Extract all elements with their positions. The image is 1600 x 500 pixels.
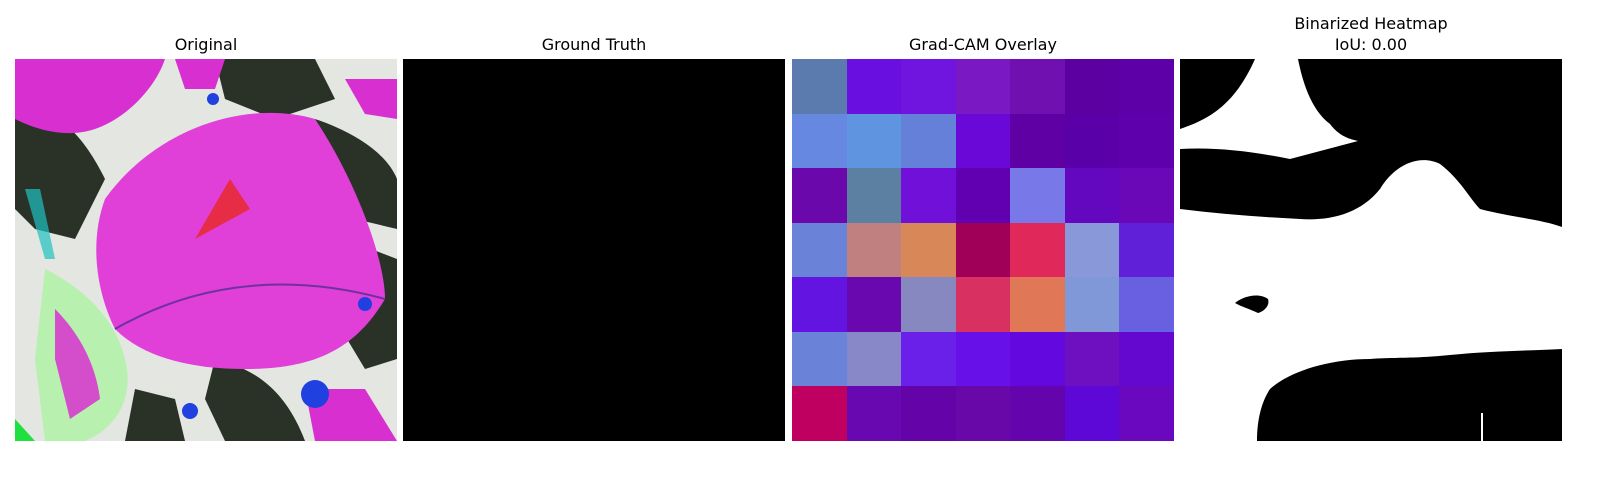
heatmap-cell (901, 168, 956, 223)
heatmap-cell (1010, 168, 1065, 223)
heatmap-cell (901, 386, 956, 441)
ground-truth-mask (403, 59, 785, 441)
heatmap-cell (1119, 114, 1174, 168)
panel-title: Grad-CAM Overlay (909, 35, 1057, 54)
heatmap-cell (956, 59, 1010, 114)
heatmap-cell (956, 168, 1010, 223)
heatmap-cell (901, 114, 956, 168)
heatmap-cell (1010, 223, 1065, 277)
panel-binarized-heatmap: Binarized Heatmap IoU: 0.00 (1180, 0, 1562, 500)
heatmap-cell (1010, 277, 1065, 332)
heatmap-cell (1010, 114, 1065, 168)
heatmap-cell (847, 332, 901, 386)
heatmap-cell (956, 386, 1010, 441)
heatmap-cell (956, 114, 1010, 168)
heatmap-cell (1065, 277, 1119, 332)
heatmap-cell (1065, 59, 1119, 114)
heatmap-cell (901, 223, 956, 277)
panel-ground-truth: Ground Truth (403, 0, 785, 500)
heatmap-cell (792, 386, 847, 441)
heatmap-cell (1010, 332, 1065, 386)
heatmap-cell (847, 59, 901, 114)
gradcam-heatmap (792, 59, 1174, 441)
heatmap-cell (847, 277, 901, 332)
original-leaf-image (15, 59, 397, 441)
heatmap-cell (792, 168, 847, 223)
heatmap-cell (901, 277, 956, 332)
panel-title: Original (174, 35, 238, 54)
heatmap-cell (901, 59, 956, 114)
heatmap-cell (792, 277, 847, 332)
heatmap-cell (1119, 332, 1174, 386)
heatmap-cell (847, 114, 901, 168)
panel-title: Binarized Heatmap IoU: 0.00 (1180, 13, 1562, 55)
heatmap-cell (1065, 114, 1119, 168)
heatmap-cell (792, 59, 847, 114)
heatmap-cell (901, 332, 956, 386)
heatmap-cell (792, 223, 847, 277)
heatmap-cell (956, 223, 1010, 277)
heatmap-cell (847, 223, 901, 277)
heatmap-cell (1119, 223, 1174, 277)
heatmap-cell (1010, 386, 1065, 441)
heatmap-cell (1010, 59, 1065, 114)
iou-score: IoU: 0.00 (1334, 35, 1408, 54)
heatmap-cell (792, 114, 847, 168)
heatmap-cell (1065, 386, 1119, 441)
heatmap-cell (1119, 277, 1174, 332)
heatmap-cell (1065, 223, 1119, 277)
heatmap-cell (1119, 168, 1174, 223)
heatmap-cell (1065, 332, 1119, 386)
heatmap-cell (847, 168, 901, 223)
panel-original: Original (15, 0, 397, 500)
panel-title-text: Binarized Heatmap (1294, 14, 1448, 33)
heatmap-cell (847, 386, 901, 441)
heatmap-cell (956, 332, 1010, 386)
heatmap-cell (1119, 386, 1174, 441)
heatmap-cell (1119, 59, 1174, 114)
heatmap-cell (1065, 168, 1119, 223)
heatmap-cell (956, 277, 1010, 332)
binarized-heatmap-mask (1180, 59, 1562, 441)
panel-gradcam-overlay: Grad-CAM Overlay (792, 0, 1174, 500)
panel-title: Ground Truth (541, 35, 647, 54)
heatmap-cell (792, 332, 847, 386)
